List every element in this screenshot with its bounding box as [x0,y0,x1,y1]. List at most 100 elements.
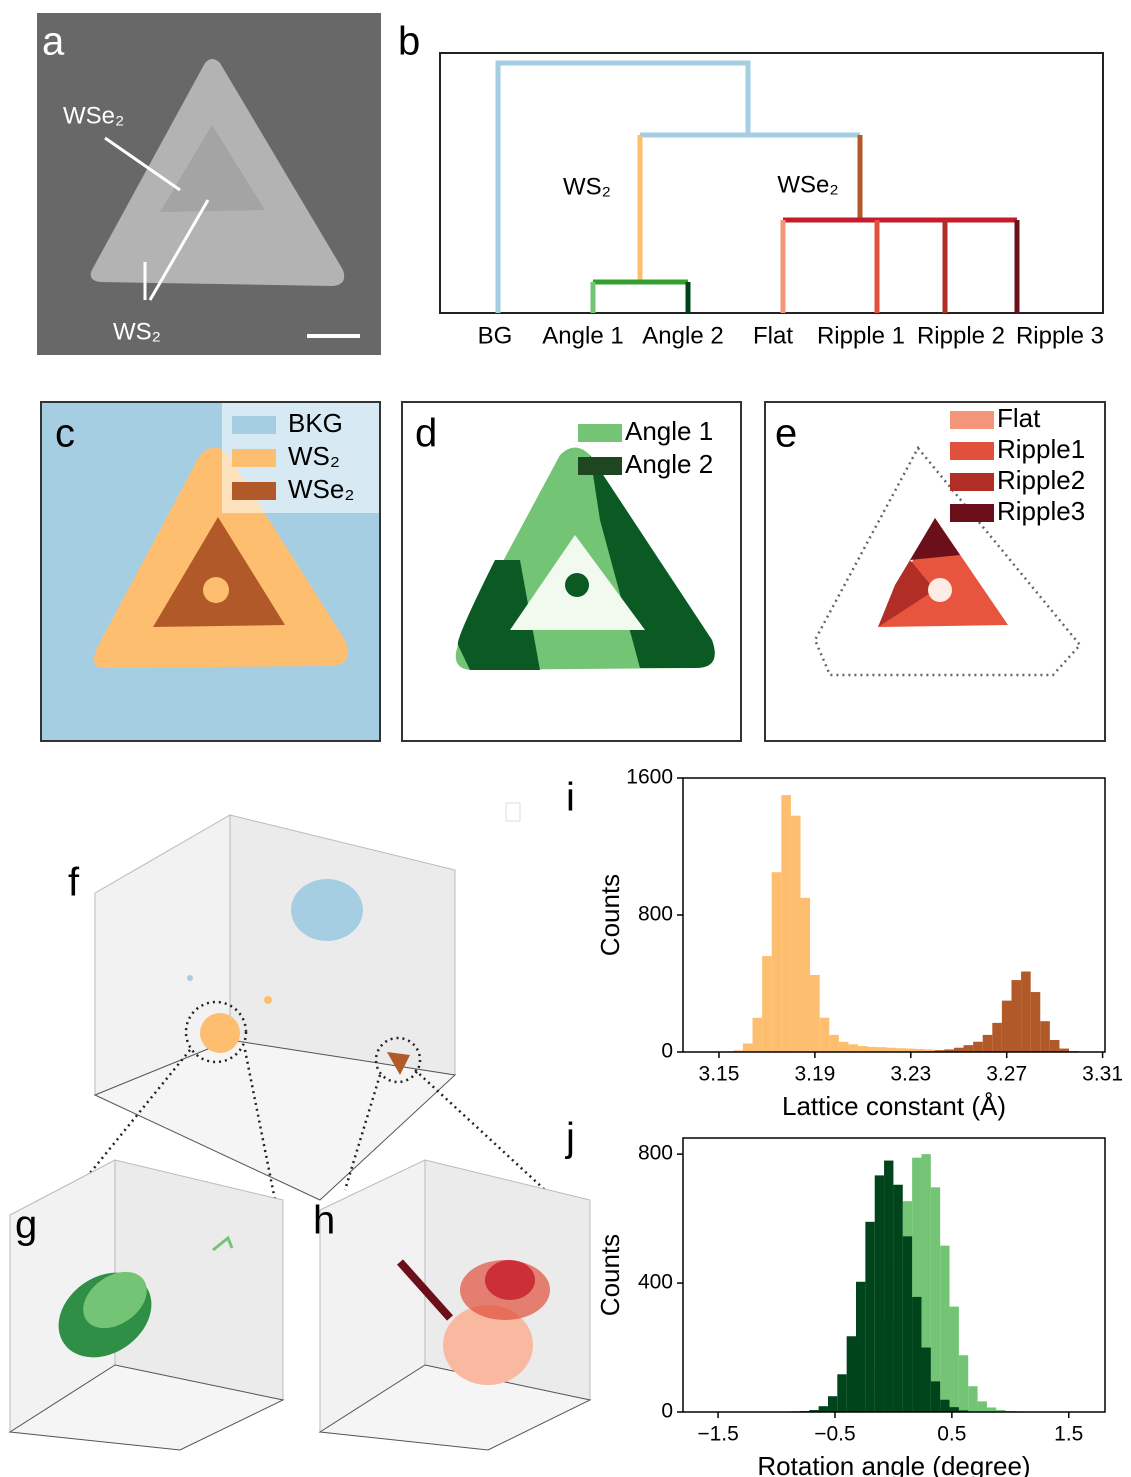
leaf-label: Angle 1 [542,322,623,349]
y-tick-label: 1600 [626,766,673,789]
bar [856,1282,865,1412]
panel-label: e [775,412,797,456]
bar [810,975,820,1052]
x-tick-label: 3.15 [699,1063,740,1086]
legend-swatch [232,482,276,500]
bar [743,1043,753,1052]
bar [791,816,801,1052]
legend-swatch [950,411,994,429]
x-tick-label: 1.5 [1054,1423,1083,1446]
bar [950,1307,959,1412]
bar [978,1401,987,1412]
bar [847,1336,856,1412]
cluster [485,1260,535,1300]
bar [983,1035,993,1052]
bar [940,1400,949,1412]
panel-a: a WSe₂ WS₂ [37,13,381,355]
bar [820,1018,830,1052]
leaf-label: BG [478,322,513,349]
legend-swatch [232,449,276,467]
leaf-label: Ripple 1 [817,322,905,349]
bar [762,956,772,1052]
bar [1011,980,1021,1052]
legend-label: Ripple1 [997,434,1085,464]
branch [498,63,748,313]
bar [940,1246,949,1412]
legend-label: Ripple2 [997,465,1085,495]
bar [772,872,782,1052]
panel-label: c [55,412,75,456]
x-tick-label: 3.27 [986,1063,1027,1086]
bar [992,1023,1002,1052]
bar [1021,972,1031,1052]
legend-swatch [578,457,622,475]
panel-label: f [68,861,80,905]
bar [800,898,810,1052]
bar [848,1044,858,1052]
bar [858,1046,868,1052]
plot-frame [683,778,1105,1052]
leaf-label: Ripple 3 [1016,322,1104,349]
bar [1040,1021,1050,1052]
core [565,573,589,597]
core [928,578,952,602]
figure: a WSe₂ WS₂ b BG Angle 1 Angle 2 Flat Rip… [0,0,1131,1477]
x-tick-label: 0.5 [937,1423,966,1446]
ws2-core [203,577,229,603]
panel-b: b BG Angle 1 Angle 2 Flat Ripple 1 Rippl… [398,20,1104,350]
bar [893,1185,902,1412]
bar [1050,1040,1060,1052]
bar [753,1018,763,1052]
cluster [200,1013,240,1053]
panel-label: d [415,412,437,456]
legend-label: BKG [288,408,343,438]
y-tick-label: 800 [638,1142,673,1165]
x-tick-label: 3.31 [1082,1063,1123,1086]
bar [839,1042,849,1052]
bar [819,1406,828,1412]
bar [781,795,791,1052]
panel-label: h [313,1199,335,1243]
legend-label: WS₂ [288,441,340,471]
panel-label: j [565,1116,575,1160]
cluster-label: WS₂ [563,173,611,200]
bar [912,1297,921,1412]
bar [1031,992,1041,1052]
leaf-label: Ripple 2 [917,322,1005,349]
x-tick-label: −0.5 [814,1423,855,1446]
placeholder [506,803,520,821]
cluster-label: WSe₂ [777,171,838,198]
bar [964,1045,974,1052]
x-tick-label: 3.23 [890,1063,931,1086]
y-tick-label: 400 [638,1271,673,1294]
legend-label: Flat [997,403,1041,433]
legend-label: Angle 2 [625,449,713,479]
cluster [291,879,363,941]
y-tick-label: 0 [661,1400,673,1423]
panel-label: a [42,20,65,64]
x-axis-label: Lattice constant (Å) [782,1091,1006,1121]
dendrogram-frame [440,53,1103,313]
bar [931,1381,940,1412]
y-tick-label: 800 [638,903,673,926]
annotation: WSe₂ [63,102,124,129]
bar [865,1222,874,1412]
legend-label: Ripple3 [997,496,1085,526]
panel-label: g [15,1203,37,1247]
y-axis-label: Counts [595,1234,625,1316]
bar [829,1035,839,1052]
legend-swatch [950,504,994,522]
panel-d: d Angle 1Angle 2 [402,402,741,741]
bar [903,1236,912,1412]
legend-swatch [950,473,994,491]
annotation: WS₂ [113,318,161,345]
wall [230,815,455,1075]
legend-swatch [950,442,994,460]
bar [973,1042,983,1052]
bar [931,1187,940,1412]
bar [875,1175,884,1412]
x-tick-label: −1.5 [697,1423,738,1446]
